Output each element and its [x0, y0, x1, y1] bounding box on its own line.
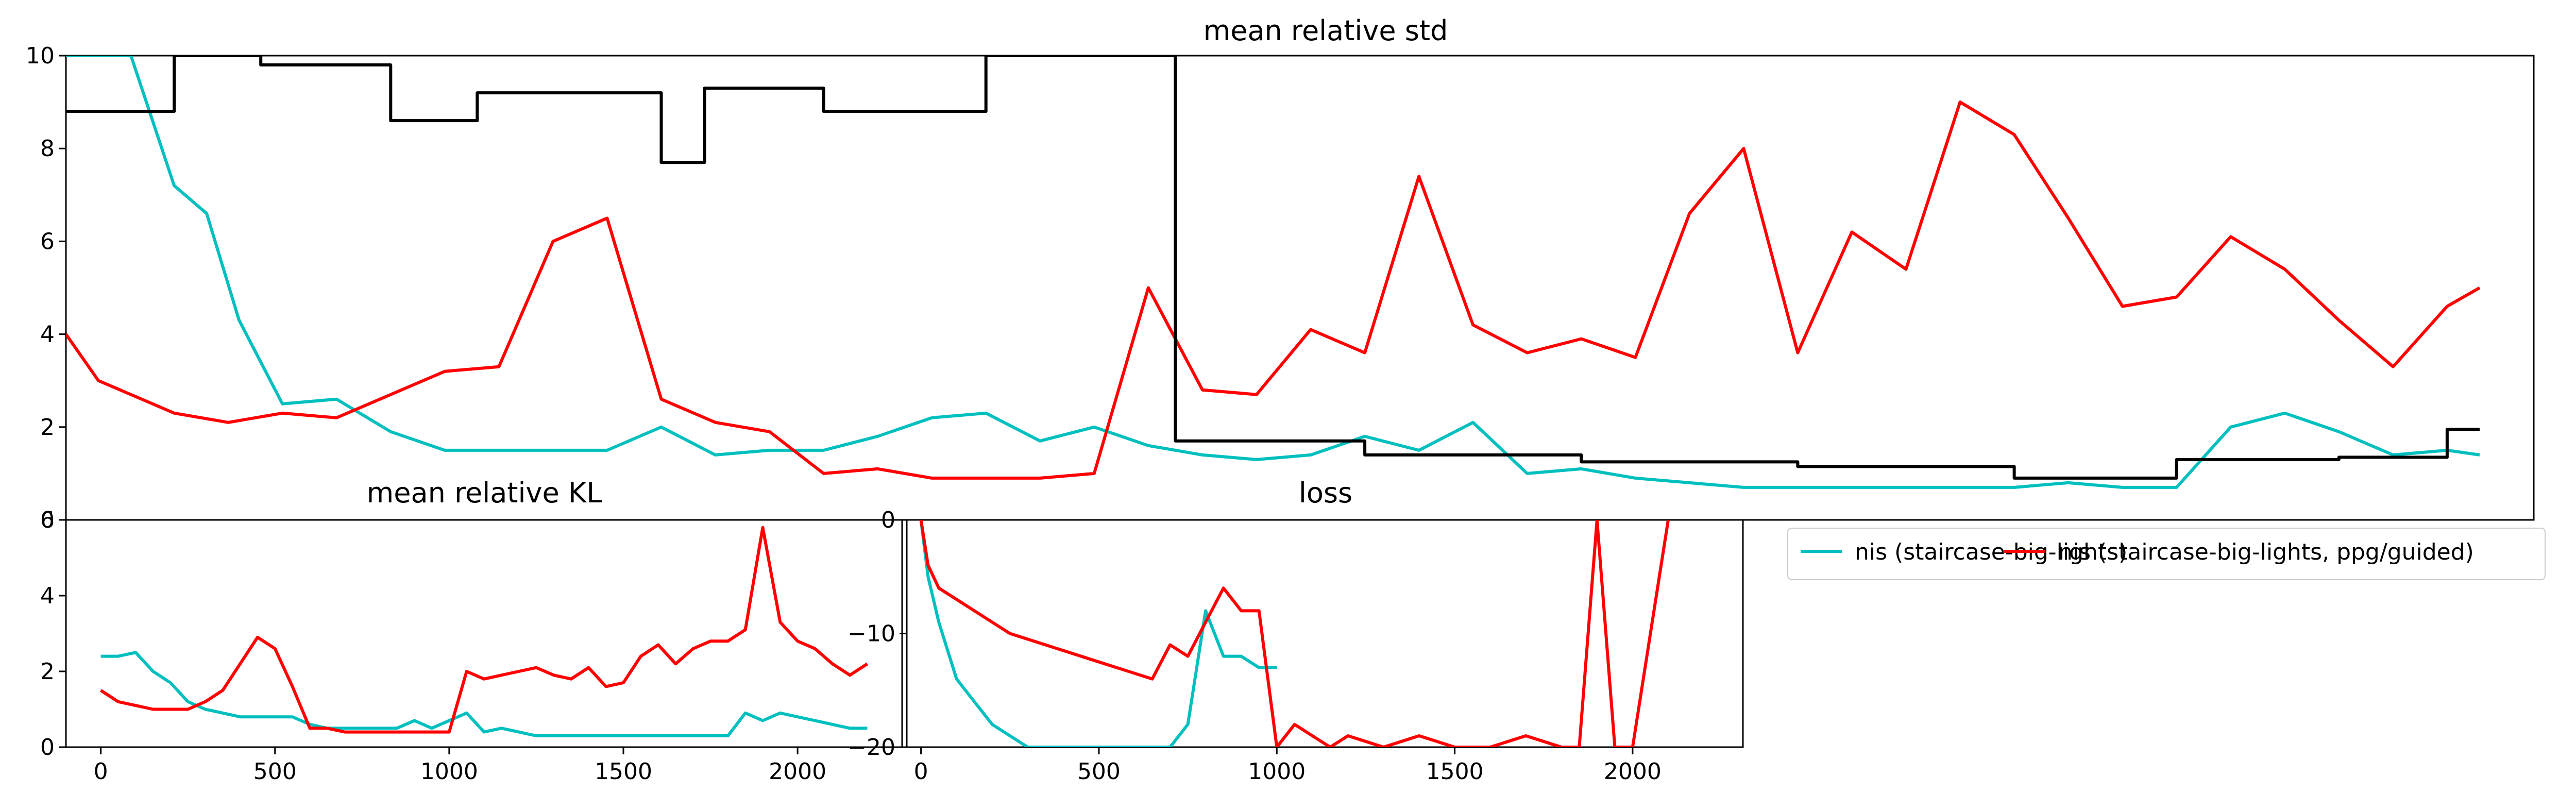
- loss-y-axis: 0 −10 −20: [848, 507, 907, 761]
- top-y-tick-label: 8: [40, 136, 55, 162]
- loss-series-group: [919, 520, 1670, 747]
- kl-x-tick-label: 1000: [420, 758, 478, 785]
- loss-chart-title: loss: [1299, 477, 1352, 509]
- kl-y-tick-label: 6: [40, 507, 55, 533]
- loss-x-tick-label: 2000: [1604, 758, 1662, 785]
- legend: nis (staircase-big-lights) nis (staircas…: [1787, 528, 2546, 580]
- top-y-tick-label: 10: [26, 43, 55, 69]
- loss-x-axis: 0 500 1000 1500 2000: [914, 747, 1662, 785]
- loss-series-line-1: [919, 520, 1670, 747]
- top-y-tick-label: 6: [40, 228, 55, 255]
- top-y-axis: 0 2 4 6 8 10: [26, 43, 66, 533]
- mean-relative-kl-chart: mean relative KL 0 2 4 6 0 500 1000 1500 2000: [40, 477, 903, 785]
- kl-y-tick-label: 4: [40, 583, 55, 609]
- loss-y-tick-label: −20: [848, 734, 895, 761]
- top-y-tick-label: 2: [40, 414, 55, 441]
- top-series-line-2: [66, 56, 2480, 480]
- kl-series-line-1: [99, 526, 869, 734]
- loss-plot-frame: [906, 519, 1744, 748]
- kl-series-group: [99, 526, 869, 737]
- loss-y-tick-label: −10: [848, 621, 895, 647]
- top-series-group: [66, 56, 2481, 489]
- kl-series-line-0: [100, 651, 868, 737]
- legend-label-nis-ppg-guided: nis (staircase-big-lights, ppg/guided): [2058, 539, 2474, 565]
- kl-chart-title: mean relative KL: [367, 477, 602, 509]
- loss-x-tick-label: 0: [914, 758, 928, 785]
- top-series-line-0: [66, 56, 2480, 489]
- loss-chart: loss 0 −10 −20 0 500 1000 1500 2000: [848, 477, 1744, 785]
- kl-x-tick-label: 0: [94, 758, 108, 785]
- kl-x-axis: 0 500 1000 1500 2000: [94, 747, 826, 785]
- mean-relative-std-chart: mean relative std 0 2 4 6 8 10: [26, 14, 2535, 533]
- legend-box: [1787, 528, 2546, 580]
- loss-x-tick-label: 500: [1077, 758, 1121, 785]
- loss-series-line-0: [919, 520, 1277, 747]
- loss-x-tick-label: 1500: [1426, 758, 1484, 785]
- top-plot-frame: [65, 55, 2535, 521]
- legend-label-nis: nis (staircase-big-lights): [1855, 539, 2127, 565]
- kl-y-tick-label: 2: [40, 659, 55, 685]
- loss-y-tick-label: 0: [881, 507, 895, 533]
- kl-y-axis: 0 2 4 6: [40, 507, 66, 761]
- kl-x-tick-label: 1500: [595, 758, 652, 785]
- top-series-line-1: [66, 100, 2481, 480]
- top-chart-title: mean relative std: [1204, 14, 1448, 47]
- top-y-tick-label: 0: [40, 507, 55, 533]
- top-y-tick-label: 4: [40, 322, 55, 348]
- loss-x-tick-label: 1000: [1248, 758, 1306, 785]
- kl-x-tick-label: 500: [253, 758, 297, 785]
- kl-y-tick-label: 0: [40, 734, 55, 761]
- kl-x-tick-label: 2000: [769, 758, 826, 785]
